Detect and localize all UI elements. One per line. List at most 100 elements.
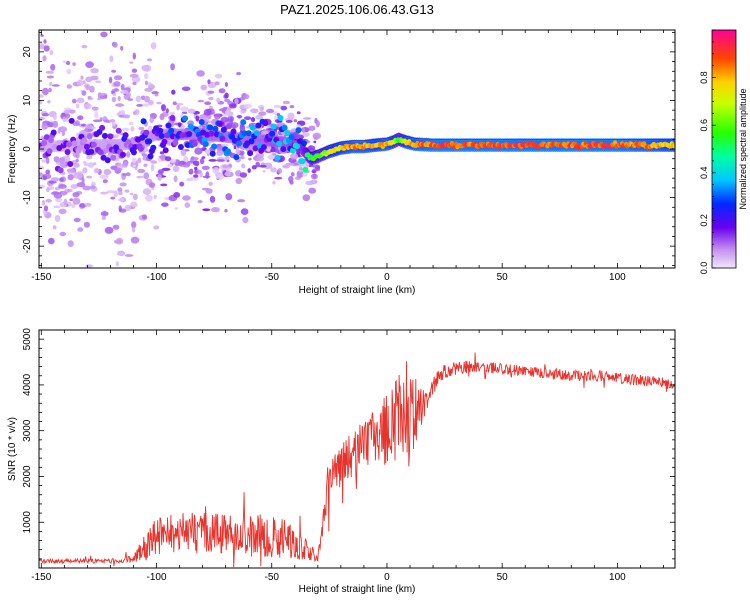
spectral-noise-blob xyxy=(262,170,266,173)
spectral-noise-blob xyxy=(86,155,93,160)
spectral-noise-blob xyxy=(55,198,63,203)
signal-core xyxy=(208,130,215,137)
spectral-noise-blob xyxy=(312,173,317,179)
spectral-noise-blob xyxy=(124,204,132,212)
spectral-noise-blob xyxy=(153,194,157,199)
spectral-noise-blob xyxy=(80,75,84,80)
spectral-noise-blob xyxy=(150,42,157,50)
signal-core xyxy=(277,115,284,121)
spectral-noise-blob xyxy=(93,168,100,174)
spectral-noise-blob xyxy=(273,111,278,116)
spectral-noise-blob xyxy=(274,176,283,180)
spectral-noise-blob xyxy=(251,165,257,170)
y-tick-label: 3000 xyxy=(22,419,33,442)
spectral-noise-blob xyxy=(150,164,155,172)
spectral-noise-blob xyxy=(201,156,206,159)
spectral-noise-blob xyxy=(131,227,136,233)
y-tick-label: 1000 xyxy=(22,511,33,534)
spectral-noise-blob xyxy=(221,143,229,147)
spectral-noise-blob xyxy=(129,61,134,64)
y-tick-label: 2000 xyxy=(22,465,33,488)
signal-core xyxy=(270,123,277,130)
x-tick-label: -100 xyxy=(147,572,167,583)
spectral-noise-blob xyxy=(235,149,240,155)
spectral-noise-blob xyxy=(118,115,124,118)
signal-core xyxy=(295,127,302,134)
spectral-noise-blob xyxy=(169,111,176,116)
spectral-noise-blob xyxy=(111,96,117,103)
spectral-noise-blob xyxy=(120,45,124,51)
spectral-noise-blob xyxy=(117,187,123,192)
spectral-noise-blob xyxy=(80,123,87,127)
spectral-noise-blob xyxy=(201,187,209,191)
signal-core xyxy=(209,150,216,157)
spectral-noise-blob xyxy=(150,160,158,164)
spectral-noise-blob xyxy=(118,110,126,114)
spectral-noise-blob xyxy=(69,198,73,201)
colorbar-tick-label: 0.6 xyxy=(699,119,709,132)
spectral-noise-blob xyxy=(193,174,199,178)
signal-core xyxy=(161,138,168,145)
spectral-noise-blob xyxy=(112,92,117,96)
spectral-noise-blob xyxy=(59,231,67,237)
spectral-noise-blob xyxy=(90,185,96,190)
signal-core xyxy=(57,167,64,174)
spectral-noise-blob xyxy=(138,126,145,131)
signal-core xyxy=(230,128,237,135)
spectral-noise-blob xyxy=(41,112,50,117)
spectral-noise-blob xyxy=(95,80,102,84)
spectral-noise-blob xyxy=(43,45,50,52)
spectral-noise-blob xyxy=(216,173,224,180)
spectral-noise-blob xyxy=(144,87,153,92)
spectral-noise-blob xyxy=(127,98,134,101)
spectral-noise-blob xyxy=(86,175,93,179)
signal-core xyxy=(274,154,281,161)
spectral-noise-blob xyxy=(81,44,88,49)
spectral-noise-blob xyxy=(154,93,159,97)
spectral-noise-blob xyxy=(84,103,92,110)
spectral-noise-blob xyxy=(159,113,165,121)
spectral-noise-blob xyxy=(234,98,239,105)
snr-series-line xyxy=(39,352,675,568)
signal-core xyxy=(119,151,126,158)
spectral-noise-blob xyxy=(124,189,130,193)
x-tick-label: -100 xyxy=(147,272,167,283)
spectrogram-marks xyxy=(39,31,675,268)
spectral-noise-blob xyxy=(66,61,71,65)
spectral-noise-blob xyxy=(239,109,247,114)
spectral-noise-blob xyxy=(202,175,211,178)
spectral-noise-blob xyxy=(149,182,156,188)
spectral-noise-blob xyxy=(64,107,71,111)
spectral-noise-blob xyxy=(177,122,182,128)
spectral-noise-blob xyxy=(239,124,246,132)
spectral-noise-blob xyxy=(72,197,81,205)
signal-core xyxy=(48,137,54,143)
spectral-noise-blob xyxy=(122,161,128,168)
spectral-noise-blob xyxy=(199,158,205,165)
signal-core xyxy=(150,144,157,151)
spectral-noise-blob xyxy=(239,156,245,160)
spectral-noise-blob xyxy=(180,149,186,157)
spectral-noise-blob xyxy=(272,180,276,185)
signal-core xyxy=(110,154,117,161)
spectral-noise-blob xyxy=(66,84,73,89)
signal-core xyxy=(143,129,150,136)
spectral-noise-blob xyxy=(72,192,80,198)
chart-title: PAZ1.2025.106.06.43.G13 xyxy=(280,2,434,17)
spectral-noise-blob xyxy=(114,133,119,139)
spectral-noise-blob xyxy=(224,82,228,87)
spectral-noise-blob xyxy=(118,205,122,213)
spectral-noise-blob xyxy=(288,175,294,183)
spectral-noise-blob xyxy=(282,100,291,105)
spectral-noise-blob xyxy=(110,196,116,200)
y-tick-label: 4000 xyxy=(22,373,33,396)
spectral-noise-blob xyxy=(199,171,203,178)
spectral-noise-blob xyxy=(60,190,67,196)
spectral-noise-blob xyxy=(50,63,56,71)
signal-core xyxy=(184,142,191,149)
spectral-noise-blob xyxy=(130,126,135,132)
spectral-noise-blob xyxy=(160,153,166,161)
spectral-noise-blob xyxy=(292,162,300,166)
